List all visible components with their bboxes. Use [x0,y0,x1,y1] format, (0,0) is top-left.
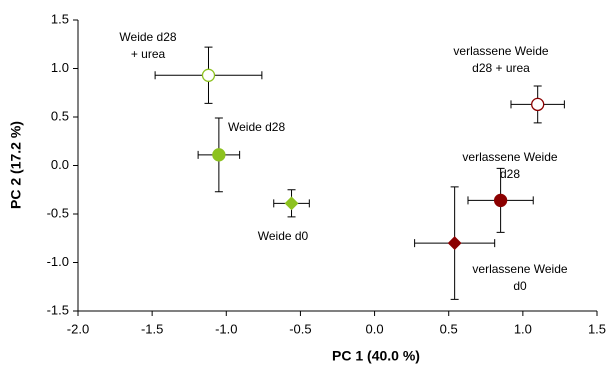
point-label: d28 + urea [472,61,530,75]
point [212,148,226,162]
y-tick-label: -1.0 [47,254,69,269]
point-label: d28 [500,167,520,181]
x-tick-label: 0.5 [440,321,458,336]
x-tick-label: -2.0 [67,321,89,336]
x-tick-label: 0.0 [366,321,384,336]
y-tick-label: -1.5 [47,302,69,317]
point-label: d0 [513,279,527,293]
x-tick-label: -0.5 [289,321,311,336]
x-tick-label: 1.5 [588,321,606,336]
point-label: verlassene Weide [472,262,567,276]
y-tick-label: -0.5 [47,205,69,220]
x-tick-label: 1.0 [514,321,532,336]
point-label: + urea [131,47,166,61]
x-axis-title: PC 1 (40.0 %) [332,348,420,364]
point-label: Weide d0 [258,229,309,243]
point-label: Weide d28 [228,120,285,134]
y-tick-label: 1.0 [51,60,69,75]
point [447,236,462,251]
x-tick-label: -1.5 [141,321,163,336]
point [284,196,299,211]
point-label: verlassene Weide [453,44,548,58]
y-axis-title: PC 2 (17.2 %) [8,121,24,209]
y-tick-label: 0.5 [51,108,69,123]
y-tick-label: 1.5 [51,11,69,26]
y-tick-label: 0.0 [51,157,69,172]
point-label: verlassene Weide [462,150,557,164]
x-tick-label: -1.0 [215,321,237,336]
point [531,97,545,112]
point [201,68,216,82]
point [493,193,508,208]
point-label: Weide d28 [119,30,176,44]
